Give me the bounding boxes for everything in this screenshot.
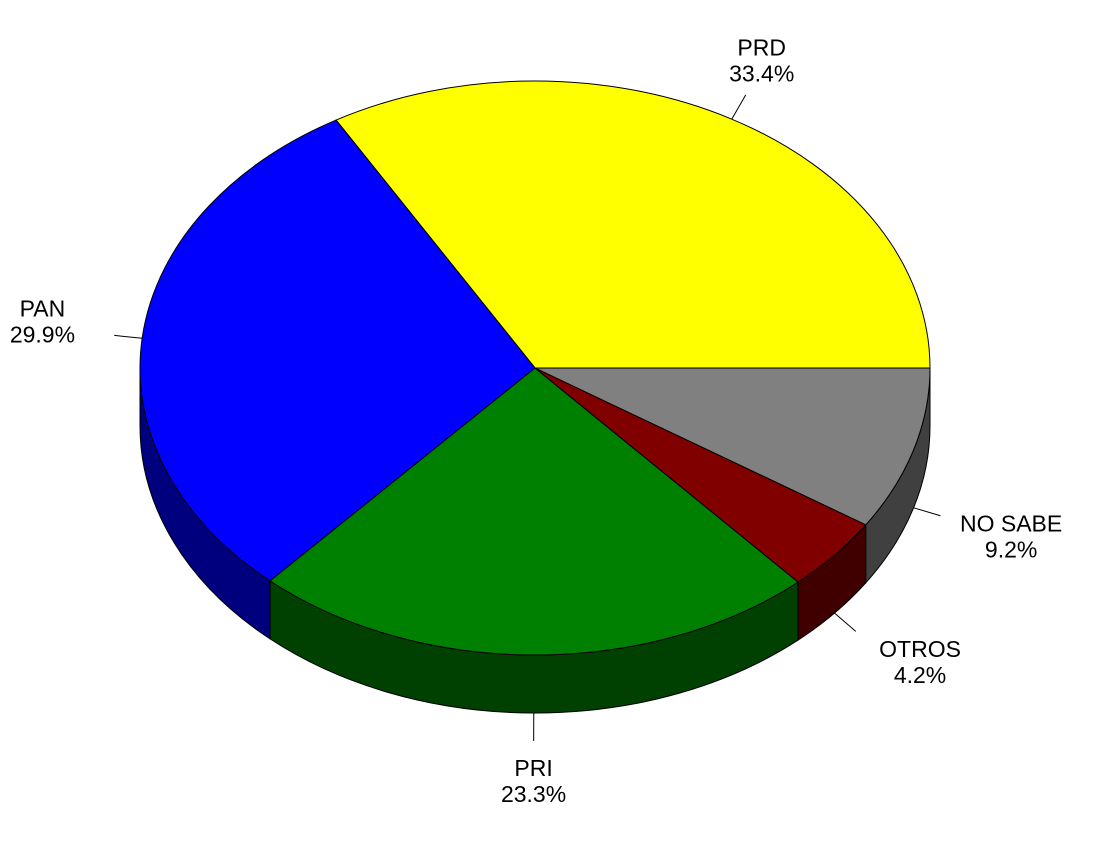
slice-label: OTROS	[879, 636, 961, 662]
slice-label: PRI	[514, 755, 552, 781]
leader-line	[835, 613, 856, 631]
leader-line	[914, 508, 941, 516]
slice-label: NO SABE	[960, 510, 1062, 536]
slice-value-label: 29.9%	[10, 322, 75, 348]
slice-value-label: 23.3%	[501, 781, 566, 807]
slice-value-label: 4.2%	[894, 662, 946, 688]
leader-line	[114, 335, 142, 338]
slice-value-label: 33.4%	[729, 60, 794, 86]
slice-label: PRD	[737, 34, 786, 60]
leader-line	[732, 95, 746, 119]
slice-label: PAN	[20, 296, 66, 322]
slice-value-label: 9.2%	[985, 536, 1037, 562]
